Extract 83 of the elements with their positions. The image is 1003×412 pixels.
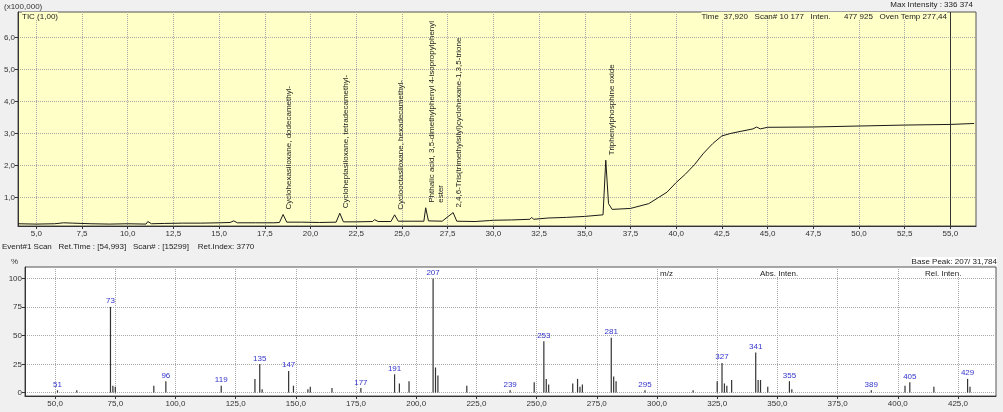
x-tick-label: 30,0 (485, 228, 502, 238)
x-tick-label: 325,0 (707, 398, 728, 408)
text: Event#1 Scan Ret.Time : [54,993] Scan# : [15299] Ret.Index: 3770 (2, 241, 255, 251)
annotation: 341 (749, 342, 763, 352)
y-tick-label: 6,0 (3, 33, 16, 43)
annotation: 2,4,6-Tris(trimethylsilyl)cyclohexane-1,3,5-trione (454, 37, 464, 208)
annotation: 177 (354, 377, 369, 387)
x-tick-label: 5,0 (30, 228, 43, 238)
x-tick-label: 275,0 (586, 398, 608, 408)
annotation: 96 (161, 370, 171, 380)
x-tick-label: 75,0 (107, 398, 124, 408)
text: Max Intensity : 336 374 (890, 0, 974, 9)
annotation: TIC (1,00) (22, 11, 59, 21)
y-tick-label: 5,0 (3, 64, 16, 74)
annotation: 147 (281, 360, 296, 370)
x-tick-label: 55,0 (942, 228, 959, 238)
annotation: Phthalic acid, 3,5-dimethylphenyl 4-isopropylphenyl ester (426, 18, 445, 203)
y-axis-title: % (11, 256, 19, 266)
annotation: 119 (214, 375, 229, 385)
y-tick-label: 3,0 (3, 128, 16, 138)
annotation: 73 (106, 296, 116, 306)
x-tick-label: 375,0 (827, 398, 849, 408)
annotation: 327 (715, 352, 730, 362)
x-tick-label: 100,0 (165, 398, 187, 408)
x-tick-label: 10,0 (119, 228, 137, 238)
text: Base Peak: 207/ 31,784 (911, 256, 998, 266)
x-tick-label: 32,5 (531, 228, 548, 238)
annotation: m/z (660, 268, 673, 278)
x-tick-label: 22,5 (348, 228, 365, 238)
x-tick-label: 15,0 (211, 228, 228, 238)
x-tick-label: 52,5 (896, 228, 914, 238)
annotation: 191 (387, 363, 402, 373)
x-tick-label: 425,0 (947, 398, 969, 408)
x-tick-label: 25,0 (394, 228, 411, 238)
annotation: Cyclohexasiloxane, dodecamethyl- (284, 85, 294, 210)
x-tick-label: 27,5 (439, 228, 456, 238)
x-tick-label: 175,0 (346, 398, 367, 408)
annotation: Abs. Inten. (760, 268, 799, 278)
annotation: 253 (537, 330, 552, 340)
x-tick-label: 12,5 (165, 228, 182, 238)
annotation: Rel. Inten. (925, 268, 962, 278)
annotation: 51 (53, 379, 63, 389)
x-tick-label: 45,0 (759, 228, 776, 238)
x-tick-label: 7,5 (76, 228, 89, 238)
x-tick-label: 50,0 (851, 228, 868, 238)
x-tick-label: 42,5 (714, 228, 731, 238)
annotation: Cycloheptasiloxane, tetradecamethyl- (340, 74, 350, 209)
annotation: 389 (864, 379, 879, 389)
y-tick-label: 1,0 (3, 192, 16, 202)
x-tick-label: 35,0 (576, 228, 594, 238)
x-tick-label: 20,0 (302, 228, 319, 238)
x-tick-label: 250,0 (526, 398, 548, 408)
annotation: 295 (638, 379, 653, 389)
x-tick-label: 125,0 (225, 398, 247, 408)
y-tick-label: 2,0 (3, 160, 16, 170)
x-tick-label: 37,5 (622, 228, 639, 238)
y-tick-label: 0 (17, 388, 23, 398)
y-tick-label: 75 (13, 302, 23, 312)
annotation: 429 (960, 368, 975, 378)
annotation: Cyclooctasiloxane, hexadecamethyl- (395, 79, 405, 210)
x-tick-label: 200,0 (406, 398, 427, 408)
y-tick-label: 25 (13, 359, 23, 369)
x-tick-label: 17,5 (257, 228, 274, 238)
annotation: 239 (503, 379, 518, 389)
annotation: Time 37,920 Scan# 10 177 Inten. 477 925 Oven Temp 277,44 (701, 11, 948, 21)
y-tick-label: 50 (13, 331, 23, 340)
x-tick-label: 225,0 (466, 398, 487, 408)
y-axis-title: (x100,000) (4, 1, 43, 11)
x-tick-label: 50,0 (47, 398, 64, 408)
x-tick-label: 350,0 (767, 398, 788, 408)
y-tick-label: 100 (8, 273, 23, 283)
x-tick-label: 400,0 (887, 398, 909, 408)
x-tick-label: 47,5 (805, 228, 822, 238)
annotation: 281 (604, 327, 619, 337)
annotation: 405 (903, 371, 918, 381)
y-tick-label: 4,0 (3, 96, 16, 106)
annotation: Triphenylphosphine oxide (606, 63, 616, 156)
x-tick-label: 40,0 (668, 228, 685, 238)
x-tick-label: 150,0 (285, 398, 307, 408)
annotation: 355 (782, 370, 797, 380)
x-tick-label: 300,0 (646, 398, 668, 408)
annotation: 135 (253, 353, 267, 363)
annotation: 207 (426, 267, 441, 277)
